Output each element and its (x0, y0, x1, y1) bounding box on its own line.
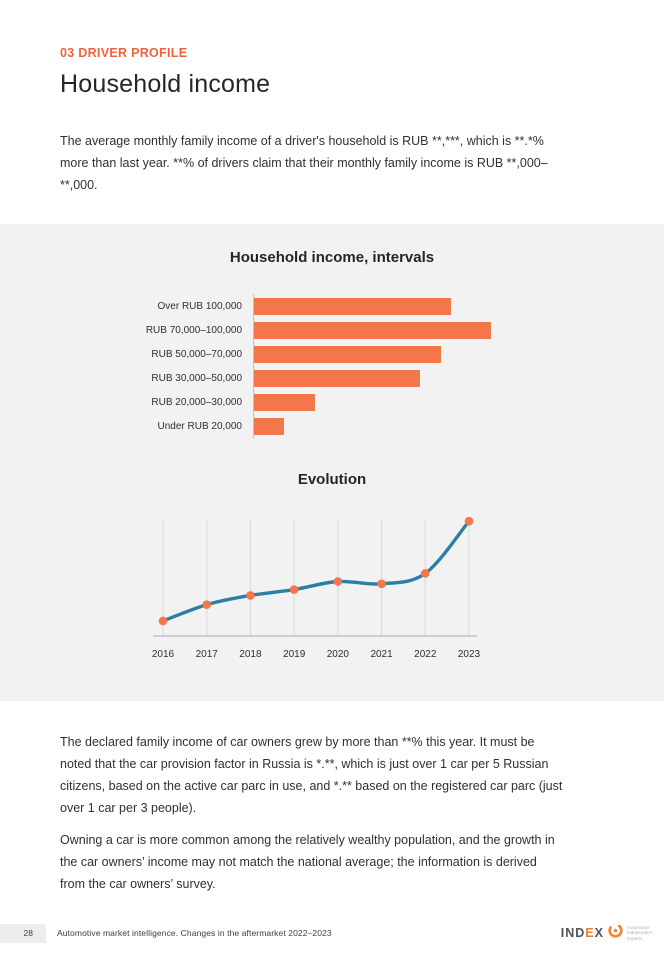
bar-row: RUB 30,000–50,000 (57, 370, 664, 387)
section-eyebrow: 03 DRIVER PROFILE (60, 46, 604, 60)
year-label: 2017 (196, 649, 218, 660)
year-label: 2023 (458, 649, 480, 660)
bar-category-label: RUB 20,000–30,000 (57, 397, 253, 408)
data-point-marker (465, 517, 474, 526)
line-chart-title: Evolution (0, 472, 664, 488)
bar-category-label: RUB 30,000–50,000 (57, 373, 253, 384)
bar-category-label: RUB 50,000–70,000 (57, 349, 253, 360)
page-header: 03 DRIVER PROFILE Household income (0, 0, 664, 100)
page-title: Household income (60, 68, 604, 100)
bar (253, 370, 420, 387)
bar-category-label: Under RUB 20,000 (57, 421, 253, 432)
bar-row: Under RUB 20,000 (57, 418, 664, 435)
bar-row: RUB 70,000–100,000 (57, 322, 664, 339)
bar (253, 394, 315, 411)
year-label: 2021 (370, 649, 392, 660)
intro-paragraph: The average monthly family income of a d… (60, 130, 565, 196)
index-logo: INDEX Automotive Independent Experts (561, 922, 652, 944)
charts-panel: Household income, intervals Over RUB 100… (0, 224, 664, 701)
body-paragraph-2: Owning a car is more common among the re… (60, 829, 565, 895)
index-logo-wordmark: INDEX (561, 926, 604, 940)
page-footer: 28 Automotive market intelligence. Chang… (0, 923, 664, 943)
household-income-bar-chart: Over RUB 100,000 RUB 70,000–100,000 RUB 50… (57, 298, 664, 435)
bar-row: RUB 50,000–70,000 (57, 346, 664, 363)
data-point-marker (159, 617, 168, 626)
data-point-marker (334, 577, 343, 586)
footer-report-title: Automotive market intelligence. Changes … (57, 928, 332, 938)
bar-row: Over RUB 100,000 (57, 298, 664, 315)
bar-chart-title: Household income, intervals (0, 250, 664, 266)
index-logo-tagline: Automotive Independent Experts (627, 925, 652, 942)
line-chart-x-axis-labels: 2016 2017 2018 2019 2020 2021 2022 2023 (145, 649, 485, 661)
bar (253, 322, 491, 339)
data-point-marker (246, 591, 255, 600)
bar-chart-axis-line (253, 294, 254, 439)
data-point-marker (290, 585, 299, 594)
evolution-line-chart (145, 516, 485, 647)
bar-category-label: RUB 70,000–100,000 (57, 325, 253, 336)
body-text: The declared family income of car owners… (60, 731, 565, 895)
data-point-marker (421, 569, 430, 578)
body-paragraph-1: The declared family income of car owners… (60, 731, 565, 819)
data-point-marker (377, 580, 386, 589)
bar (253, 418, 284, 435)
year-label: 2018 (239, 649, 261, 660)
report-page: 03 DRIVER PROFILE Household income The a… (0, 0, 664, 960)
index-logo-swirl-icon (607, 922, 624, 944)
year-label: 2020 (327, 649, 349, 660)
page-number: 28 (0, 924, 46, 943)
bar (253, 346, 441, 363)
bar (253, 298, 451, 315)
bar-category-label: Over RUB 100,000 (57, 301, 253, 312)
data-point-marker (202, 600, 211, 609)
year-label: 2016 (152, 649, 174, 660)
line-chart-svg (145, 516, 485, 642)
bar-row: RUB 20,000–30,000 (57, 394, 664, 411)
year-label: 2019 (283, 649, 305, 660)
year-label: 2022 (414, 649, 436, 660)
